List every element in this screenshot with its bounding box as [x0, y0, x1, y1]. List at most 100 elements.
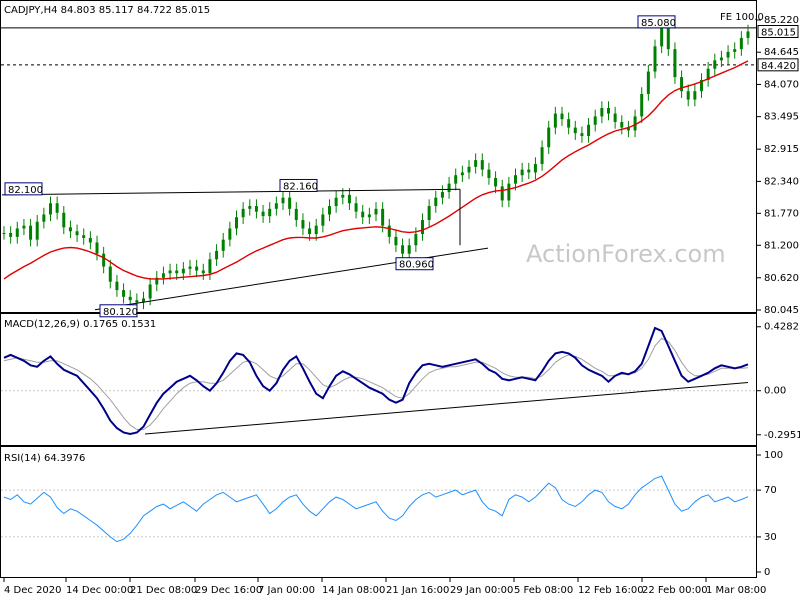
x-tick-label: 14 Dec 00:00 — [66, 585, 133, 596]
price-annotation-box — [4, 182, 43, 196]
candle-body — [274, 203, 278, 209]
rsi-header: RSI(14) 64.3976 — [4, 453, 85, 464]
candle-body — [82, 235, 86, 238]
candle — [22, 218, 26, 236]
candle-body — [201, 270, 205, 274]
candle-body — [514, 175, 517, 184]
x-tick-label: 5 Feb 08:00 — [514, 585, 573, 596]
candle — [460, 165, 464, 182]
candle-body — [55, 203, 59, 213]
candle-body — [401, 245, 405, 254]
candle-body — [148, 284, 152, 299]
candle-body — [467, 166, 471, 173]
price-annotation-label: 80.120 — [103, 307, 138, 318]
candle — [467, 160, 471, 180]
candle — [75, 224, 79, 242]
rsi-tick-label: 100 — [764, 450, 783, 461]
candle — [374, 202, 378, 222]
candle-body — [726, 51, 730, 58]
price-pane — [0, 0, 757, 313]
macd-trendline — [144, 381, 749, 435]
candle — [653, 39, 657, 79]
candle — [274, 196, 278, 216]
candle — [540, 140, 544, 171]
candle-body — [142, 298, 145, 303]
candle — [361, 204, 365, 224]
candle-body — [746, 31, 750, 38]
price-tick-label: 80.045 — [764, 305, 799, 316]
level-price-tag: 84.420 — [757, 58, 799, 72]
candle — [527, 162, 531, 180]
candle-body — [95, 242, 99, 254]
price-annotation-label: 82.100 — [8, 185, 43, 196]
candle — [580, 126, 584, 143]
candle-body — [308, 228, 312, 235]
candle-body — [321, 214, 325, 226]
candle — [713, 53, 717, 76]
candle — [294, 202, 298, 227]
candle — [507, 176, 511, 208]
candle — [494, 171, 498, 194]
price-annotation-box — [637, 15, 676, 29]
candle — [394, 230, 398, 252]
candle-body — [646, 71, 650, 94]
candle — [95, 235, 99, 261]
candle-body — [407, 245, 411, 254]
candle — [680, 70, 684, 98]
candle-body — [334, 197, 338, 207]
candle — [35, 215, 39, 247]
candle — [248, 199, 252, 216]
level-price-box — [757, 58, 799, 72]
candle-body — [155, 277, 159, 285]
candle-body — [573, 127, 577, 134]
candle — [700, 73, 703, 98]
candle — [626, 120, 630, 138]
candle-body — [102, 253, 106, 267]
macd-tick-label: 0.4282 — [764, 322, 799, 333]
candle-body — [108, 266, 112, 282]
rsi-pane — [0, 446, 757, 578]
candle-body — [288, 197, 292, 209]
candle — [447, 176, 451, 199]
candle-body — [215, 250, 219, 260]
candle-body — [235, 217, 238, 229]
candle — [168, 263, 172, 281]
resistance-trendline — [1, 188, 461, 196]
candle-body — [75, 231, 79, 236]
candle-body — [161, 273, 165, 278]
candle-body — [593, 116, 597, 125]
candle-body — [42, 214, 46, 222]
candle — [514, 168, 517, 191]
price-annotation: 82.100 — [4, 182, 43, 196]
price-tick-label: 81.200 — [764, 240, 799, 251]
candle — [68, 220, 72, 238]
candle-body — [221, 239, 225, 251]
price-tick-label: 80.620 — [764, 273, 799, 284]
candle — [500, 179, 504, 208]
candle-body — [195, 266, 199, 271]
candle-body — [188, 266, 192, 269]
x-tick-label: 21 Jan 16:00 — [386, 585, 449, 596]
candle-body — [381, 208, 385, 226]
fe-label: FE 100.0 — [720, 12, 764, 23]
candle — [268, 202, 272, 223]
candle-body — [347, 194, 351, 204]
candle — [520, 162, 524, 182]
candle — [587, 118, 591, 143]
price-annotation-label: 80.960 — [399, 260, 434, 271]
candle-body — [666, 27, 670, 50]
axis-labels: 85.220 84.645 84.070 83.495 82.915 82.340 81.7… — [3, 15, 800, 596]
candle-body — [520, 169, 524, 176]
candle-body — [122, 290, 126, 297]
candle-body — [686, 91, 690, 100]
price-tick-label: 83.495 — [764, 112, 799, 123]
price-tick-label: 82.915 — [764, 144, 799, 155]
candle-body — [268, 208, 272, 217]
candle — [593, 109, 597, 132]
candle — [633, 109, 637, 138]
macd-pane — [0, 313, 757, 446]
candle — [354, 196, 358, 219]
candle-body — [587, 124, 591, 136]
candle-body — [181, 268, 185, 274]
